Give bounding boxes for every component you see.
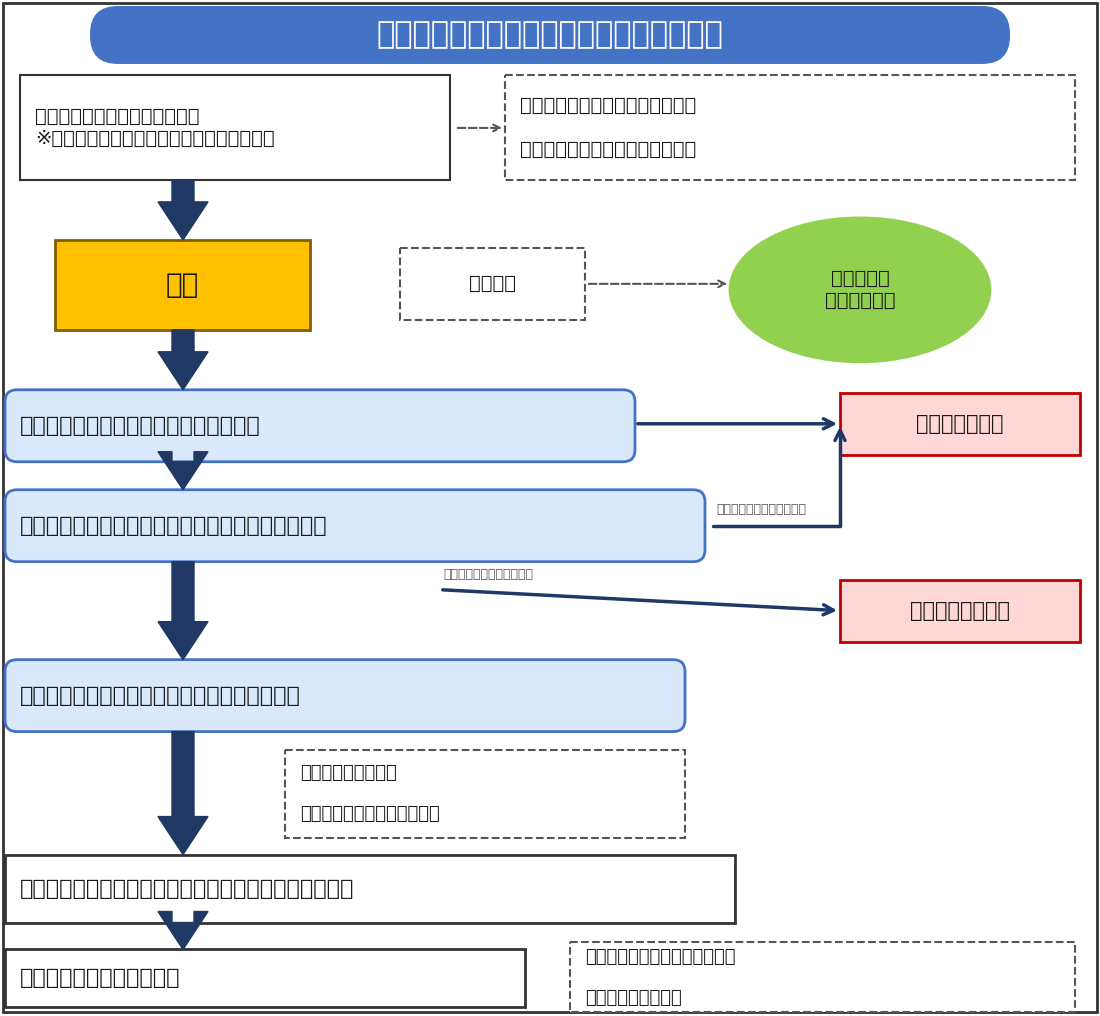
Text: 法務局担当官による書面審査（法６条）: 法務局担当官による書面審査（法６条）: [20, 416, 261, 436]
Text: 国庫帰属（法１１条１項）: 国庫帰属（法１１条１項）: [20, 968, 180, 989]
FancyBboxPatch shape: [6, 659, 685, 732]
Polygon shape: [158, 911, 208, 950]
Text: 却下（法４条）: 却下（法４条）: [916, 414, 1003, 434]
Polygon shape: [158, 732, 208, 854]
Polygon shape: [158, 452, 208, 490]
Text: 情報提供: 情報提供: [469, 274, 516, 294]
Polygon shape: [158, 562, 208, 659]
FancyBboxPatch shape: [90, 6, 1010, 64]
Text: 国庫帰属通知（法１１条２項）

所有権移転登記嘱託: 国庫帰属通知（法１１条２項） 所有権移転登記嘱託: [585, 948, 736, 1007]
Text: 相続土地国庫帰属制度の審査フローの概要: 相続土地国庫帰属制度の審査フローの概要: [376, 20, 724, 50]
Text: 法務局担当官による実地調査（法６条２項～８項）: 法務局担当官による実地調査（法６条２項～８項）: [20, 516, 328, 535]
Bar: [570, 943, 1075, 1013]
Text: 承認申請書の提出（法３条１項）

審査手数料の納付（法３条２項）: 承認申請書の提出（法３条１項） 審査手数料の納付（法３条２項）: [520, 96, 696, 158]
FancyBboxPatch shape: [6, 490, 705, 562]
Polygon shape: [158, 180, 208, 240]
Bar: [285, 750, 685, 837]
Bar: [6, 854, 735, 923]
Text: 法務大臣による承認（行政処分）　（法５条）: 法務大臣による承認（行政処分） （法５条）: [20, 686, 301, 706]
Text: （法４条１項各号に該当）: （法４条１項各号に該当）: [716, 503, 806, 516]
Text: 承認通知（法９条）

負担金通知（法１０条２項）: 承認通知（法９条） 負担金通知（法１０条２項）: [300, 764, 440, 823]
Polygon shape: [158, 330, 208, 390]
Ellipse shape: [730, 217, 990, 362]
Bar: [840, 393, 1080, 455]
Text: （法５条１項各号に該当）: （法５条１項各号に該当）: [443, 568, 534, 581]
Bar: [55, 240, 310, 330]
Text: 負担金の納付（３０日以内）　（法１０条１項・３項）: 負担金の納付（３０日以内） （法１０条１項・３項）: [20, 879, 354, 898]
Text: 関係省庁・
地方公共団体: 関係省庁・ 地方公共団体: [825, 269, 895, 310]
Bar: [6, 950, 525, 1008]
FancyBboxPatch shape: [6, 390, 635, 461]
Text: 受付: 受付: [166, 271, 199, 299]
Bar: [840, 580, 1080, 642]
Bar: [20, 75, 450, 180]
Text: 不承認（法９条）: 不承認（法９条）: [910, 600, 1010, 621]
Text: 国庫帰属の承認申請（法２条）
※相続等によって土地所有権を取得した者等: 国庫帰属の承認申請（法２条） ※相続等によって土地所有権を取得した者等: [35, 107, 275, 148]
Bar: [400, 248, 585, 320]
Bar: [505, 75, 1075, 180]
